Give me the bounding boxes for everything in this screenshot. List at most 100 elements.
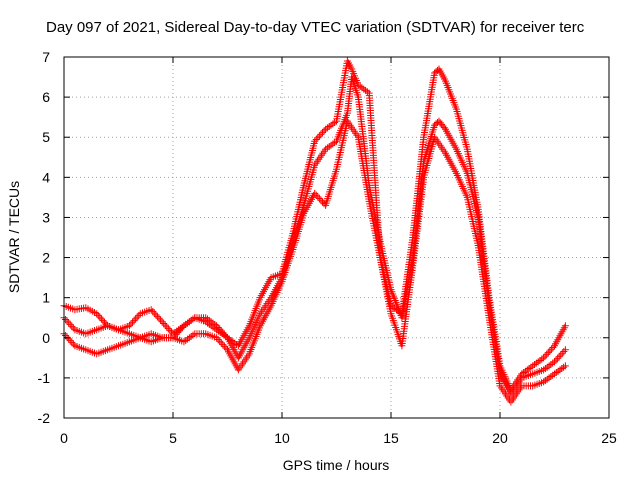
data-point (541, 377, 549, 385)
data-points (60, 57, 569, 406)
data-point (557, 351, 565, 359)
data-point (214, 323, 222, 331)
data-point (561, 322, 569, 330)
data-point (547, 361, 555, 369)
data-point (97, 315, 105, 323)
data-point (525, 365, 533, 373)
data-point (555, 353, 563, 361)
x-tick-label: 5 (169, 430, 177, 446)
data-point (187, 316, 195, 324)
series-trace-b (60, 73, 569, 398)
data-point (540, 366, 548, 374)
data-point (311, 137, 319, 145)
data-point (213, 334, 221, 342)
data-point (135, 311, 143, 319)
data-point (552, 356, 560, 364)
data-point (149, 307, 157, 315)
data-point (66, 337, 74, 345)
data-point (538, 355, 546, 363)
data-point (358, 84, 366, 92)
data-point (531, 361, 539, 369)
series-trace-c (60, 117, 569, 406)
data-point (547, 373, 555, 381)
data-point (185, 334, 193, 342)
data-point (556, 366, 564, 374)
data-point (174, 329, 182, 337)
data-point (205, 316, 213, 324)
data-point (527, 363, 535, 371)
data-point (360, 85, 368, 93)
data-point (153, 313, 161, 321)
data-point (325, 143, 333, 151)
data-point (331, 119, 339, 127)
data-point (129, 318, 137, 326)
data-point (551, 370, 558, 378)
x-tick-label: 25 (601, 430, 617, 446)
x-axis-label: GPS time / hours (283, 457, 390, 473)
x-tick-label: 20 (492, 430, 508, 446)
x-tick-label: 0 (60, 430, 68, 446)
data-point (68, 322, 76, 330)
data-point (317, 196, 325, 204)
data-point (219, 341, 227, 349)
data-point (130, 317, 138, 325)
data-point (157, 316, 165, 324)
data-point (549, 371, 557, 379)
y-axis-label: SDTVAR / TECUs (6, 181, 22, 293)
data-point (543, 363, 551, 371)
data-point (207, 318, 215, 326)
data-point (222, 344, 230, 352)
data-point (209, 319, 217, 327)
data-point (132, 315, 140, 323)
data-point (213, 322, 221, 330)
data-point (63, 317, 71, 325)
data-point (185, 318, 193, 326)
data-point (175, 327, 183, 335)
data-point (354, 81, 362, 89)
data-point (534, 358, 542, 366)
data-point (217, 327, 225, 335)
x-tick-label: 15 (383, 430, 399, 446)
data-point (125, 322, 133, 330)
data-point (543, 375, 551, 383)
data-point (163, 323, 171, 331)
data-point (233, 340, 241, 348)
data-point (318, 129, 326, 137)
data-point (155, 314, 163, 322)
data-point (189, 315, 197, 323)
data-point (318, 198, 326, 206)
data-point (214, 335, 222, 343)
data-point (211, 320, 219, 328)
data-point (180, 338, 188, 346)
y-tick-label: 1 (42, 290, 50, 306)
data-point (184, 319, 192, 327)
data-point (65, 335, 73, 343)
data-point (166, 326, 174, 334)
data-point (543, 350, 551, 358)
plot-frame (63, 56, 610, 419)
y-tick-label: 4 (42, 169, 50, 185)
y-tick-label: -1 (38, 370, 51, 386)
data-point (100, 318, 108, 326)
data-point (540, 378, 548, 386)
data-point (182, 336, 190, 344)
data-point (363, 88, 371, 96)
data-point (99, 317, 107, 325)
data-point (561, 346, 569, 354)
data-point (66, 321, 74, 329)
data-point (147, 306, 155, 314)
data-point (69, 324, 77, 332)
y-tick-label: -2 (38, 410, 51, 426)
y-tick-label: 7 (42, 49, 50, 65)
data-point (96, 313, 104, 321)
y-tick-label: 0 (42, 330, 50, 346)
data-point (180, 322, 188, 330)
data-point (182, 320, 190, 328)
data-point (536, 357, 544, 365)
data-point (552, 369, 560, 377)
data-point (220, 342, 228, 350)
data-point (94, 311, 102, 319)
data-point (532, 359, 540, 367)
data-point (204, 315, 212, 323)
data-point (544, 349, 552, 357)
